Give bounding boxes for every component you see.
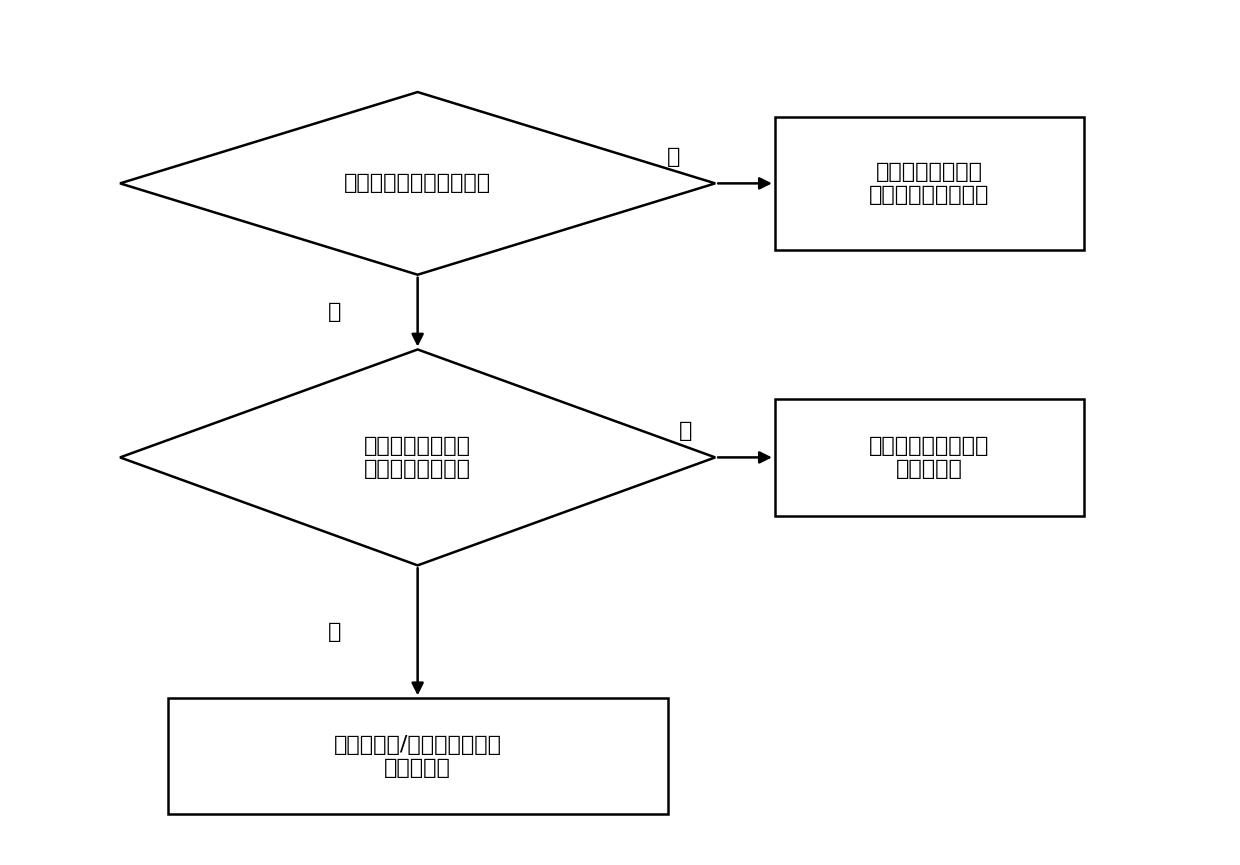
Text: 检测洗涤剂盒内是
否需要补充洗涤剂: 检测洗涤剂盒内是 否需要补充洗涤剂 — [365, 436, 471, 479]
Polygon shape — [120, 92, 715, 275]
FancyBboxPatch shape — [775, 400, 1084, 516]
FancyBboxPatch shape — [167, 698, 667, 815]
Text: 检测用户是否要进行洗衣: 检测用户是否要进行洗衣 — [343, 173, 491, 194]
Text: 是: 是 — [327, 622, 341, 642]
Text: 洗涤剂盒和/或洗涤剂存储抽
屉自动弹出: 洗涤剂盒和/或洗涤剂存储抽 屉自动弹出 — [334, 734, 502, 778]
Text: 是: 是 — [327, 302, 341, 322]
FancyBboxPatch shape — [775, 117, 1084, 250]
Text: 不自动弹出洗涤剂
盒、洗涤剂储存抽屉: 不自动弹出洗涤剂 盒、洗涤剂储存抽屉 — [869, 162, 990, 205]
Text: 否: 否 — [667, 147, 681, 167]
Polygon shape — [120, 349, 715, 566]
Text: 自动投放洗涤剂，进
行洗衣程序: 自动投放洗涤剂，进 行洗衣程序 — [869, 436, 990, 479]
Text: 否: 否 — [678, 420, 692, 441]
